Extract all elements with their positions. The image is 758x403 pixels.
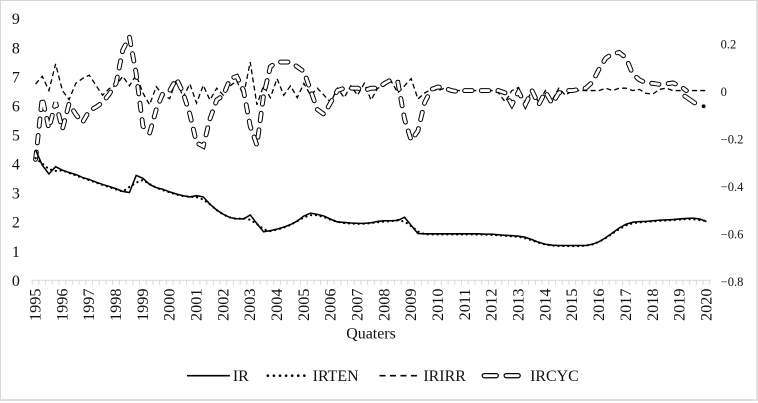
svg-text:IR: IR <box>233 368 249 385</box>
svg-text:IRIRR: IRIRR <box>423 368 466 385</box>
svg-text:IRTEN: IRTEN <box>313 368 359 385</box>
svg-text:−0.6: −0.6 <box>721 227 744 241</box>
svg-text:1996: 1996 <box>53 288 71 320</box>
svg-text:1995: 1995 <box>27 288 45 320</box>
svg-text:2020: 2020 <box>697 288 715 320</box>
svg-text:2017: 2017 <box>617 288 635 320</box>
svg-text:Quaters: Quaters <box>346 326 396 343</box>
svg-text:2002: 2002 <box>214 288 232 320</box>
svg-text:3: 3 <box>12 186 20 203</box>
svg-text:1998: 1998 <box>107 288 125 320</box>
svg-text:2013: 2013 <box>510 288 528 320</box>
svg-text:2018: 2018 <box>644 288 662 320</box>
svg-text:2016: 2016 <box>590 288 608 320</box>
svg-text:0: 0 <box>721 85 727 99</box>
svg-text:−0.2: −0.2 <box>721 132 744 146</box>
svg-text:2008: 2008 <box>375 288 393 320</box>
svg-text:2010: 2010 <box>429 288 447 320</box>
svg-text:2006: 2006 <box>322 288 340 320</box>
svg-text:4: 4 <box>12 157 20 174</box>
svg-text:6: 6 <box>12 99 20 116</box>
svg-text:8: 8 <box>12 40 20 57</box>
svg-text:2015: 2015 <box>563 288 581 320</box>
svg-text:9: 9 <box>12 11 20 28</box>
svg-text:2001: 2001 <box>188 288 206 320</box>
svg-text:2009: 2009 <box>402 288 420 320</box>
svg-text:5: 5 <box>12 128 20 145</box>
svg-text:0: 0 <box>12 273 20 290</box>
svg-text:1999: 1999 <box>134 288 152 320</box>
svg-text:2007: 2007 <box>349 288 367 320</box>
svg-text:−0.4: −0.4 <box>721 180 744 194</box>
svg-text:IRCYC: IRCYC <box>530 368 579 385</box>
svg-text:2014: 2014 <box>536 288 554 320</box>
svg-text:2: 2 <box>12 215 20 232</box>
svg-text:2019: 2019 <box>671 288 689 320</box>
svg-text:2012: 2012 <box>483 288 501 320</box>
svg-text:0.2: 0.2 <box>721 37 737 51</box>
svg-text:2003: 2003 <box>241 288 259 320</box>
svg-text:2000: 2000 <box>161 288 179 320</box>
svg-text:−0.8: −0.8 <box>721 275 744 289</box>
svg-text:1997: 1997 <box>80 288 98 320</box>
svg-text:2011: 2011 <box>456 288 474 320</box>
svg-text:2005: 2005 <box>295 288 313 320</box>
svg-text:1: 1 <box>12 244 20 261</box>
svg-text:2004: 2004 <box>268 288 286 320</box>
svg-text:7: 7 <box>12 69 20 86</box>
